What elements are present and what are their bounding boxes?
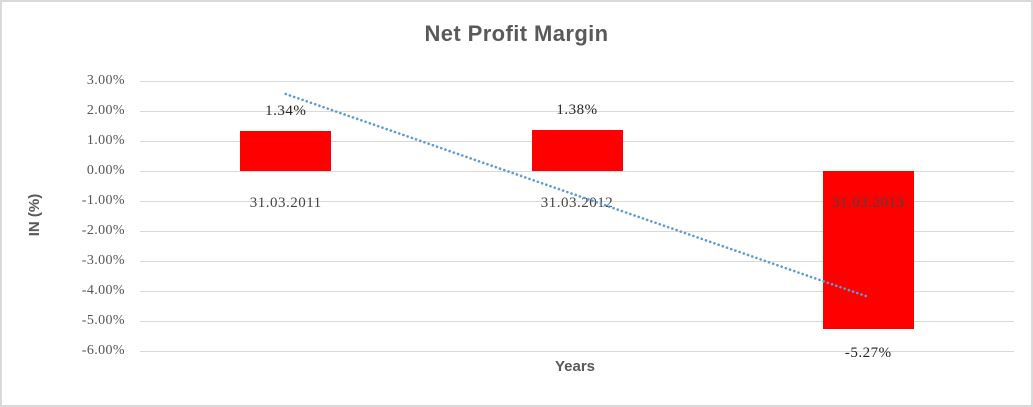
- chart-title: Net Profit Margin: [424, 21, 609, 46]
- y-axis-tick-label: 3.00%: [86, 72, 125, 88]
- gridline: [140, 321, 1014, 323]
- y-axis-tick-label: -3.00%: [81, 253, 125, 269]
- y-axis-tick-label: -1.00%: [81, 193, 125, 208]
- y-axis-tick-label: -5.00%: [81, 313, 125, 329]
- bar[interactable]: [822, 171, 914, 330]
- gridline: [140, 231, 1014, 233]
- y-axis-tick-label: -6.00%: [81, 343, 125, 359]
- y-axis-tick-label: -4.00%: [81, 283, 125, 299]
- data-label: -5.27%: [844, 345, 892, 362]
- y-axis-tick-label: 1.00%: [86, 132, 125, 148]
- y-axis-tick-label: 0.00%: [86, 163, 125, 178]
- y-axis-tick-label: -2.00%: [81, 223, 125, 239]
- gridline: [140, 80, 1014, 82]
- data-label: 1.38%: [556, 101, 598, 118]
- gridline: [140, 261, 1014, 263]
- gridline: [140, 110, 1014, 112]
- gridline: [140, 201, 1014, 202]
- gridline: [140, 171, 1014, 172]
- y-axis-tick-label: 2.00%: [86, 102, 125, 118]
- bar[interactable]: [240, 130, 332, 171]
- gridline: [140, 291, 1014, 293]
- x-axis-title: Years: [554, 358, 596, 375]
- gridline: [140, 351, 1014, 353]
- category-label: 31.03.2013: [832, 195, 905, 211]
- category-label: 31.03.2012: [540, 195, 614, 211]
- category-label: 31.03.2011: [249, 195, 322, 211]
- bar[interactable]: [531, 129, 623, 171]
- data-label: 1.34%: [265, 102, 307, 119]
